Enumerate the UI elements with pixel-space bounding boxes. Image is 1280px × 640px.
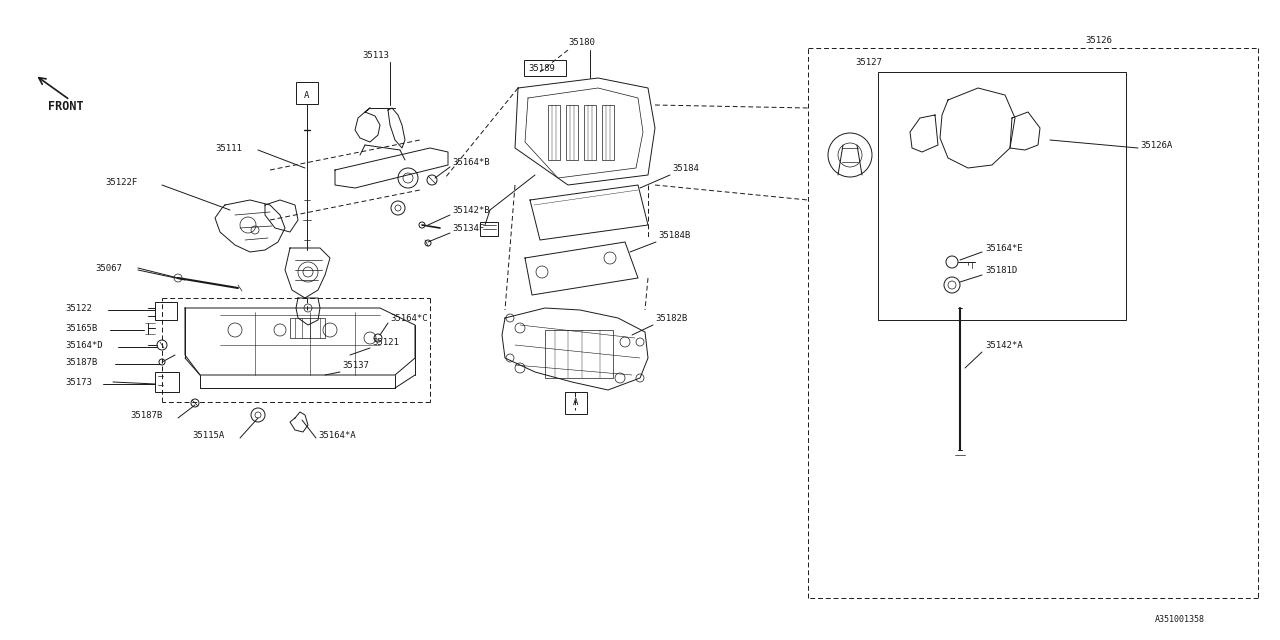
Text: 35187B: 35187B [131,410,163,419]
Text: 35142*B: 35142*B [452,205,490,214]
Text: 35182B: 35182B [655,314,687,323]
Bar [545,330,613,378]
Text: 35137: 35137 [342,360,369,369]
Bar [564,392,588,414]
Text: 35122: 35122 [65,303,92,312]
Text: 35115A: 35115A [192,431,224,440]
Text: 35164*D: 35164*D [65,340,102,349]
Text: 35134F: 35134F [452,223,484,232]
Bar [480,222,498,236]
Bar [602,105,614,160]
Text: 35164*E: 35164*E [986,243,1023,253]
Text: FRONT: FRONT [49,100,83,113]
Text: 35164*C: 35164*C [390,314,428,323]
Text: 35122F: 35122F [105,177,137,186]
Bar [291,318,325,338]
Text: 35127: 35127 [855,58,882,67]
Bar [878,72,1126,320]
Text: 35181D: 35181D [986,266,1018,275]
Text: A351001358: A351001358 [1155,616,1204,625]
Bar [548,105,561,160]
Text: 35067: 35067 [95,264,122,273]
Text: 35121: 35121 [372,337,399,346]
Text: 35126: 35126 [1085,35,1112,45]
Text: 35111: 35111 [215,143,242,152]
Text: 35184B: 35184B [658,230,690,239]
Bar [566,105,579,160]
Text: 35165B: 35165B [65,323,97,333]
Text: 35180: 35180 [568,38,595,47]
Text: A: A [305,90,310,99]
Bar [524,60,566,76]
Bar [155,372,179,392]
Bar [584,105,596,160]
Text: 35126A: 35126A [1140,141,1172,150]
Text: 35173: 35173 [65,378,92,387]
Text: 35184: 35184 [672,163,699,173]
Bar [296,82,317,104]
Text: 35113: 35113 [362,51,389,60]
Text: A: A [573,397,579,406]
Bar [155,302,177,320]
Text: 35142*A: 35142*A [986,340,1023,349]
Text: 35164*A: 35164*A [317,431,356,440]
Text: 35187B: 35187B [65,358,97,367]
Text: 35164*B: 35164*B [452,157,490,166]
Text: 35189: 35189 [529,63,554,72]
